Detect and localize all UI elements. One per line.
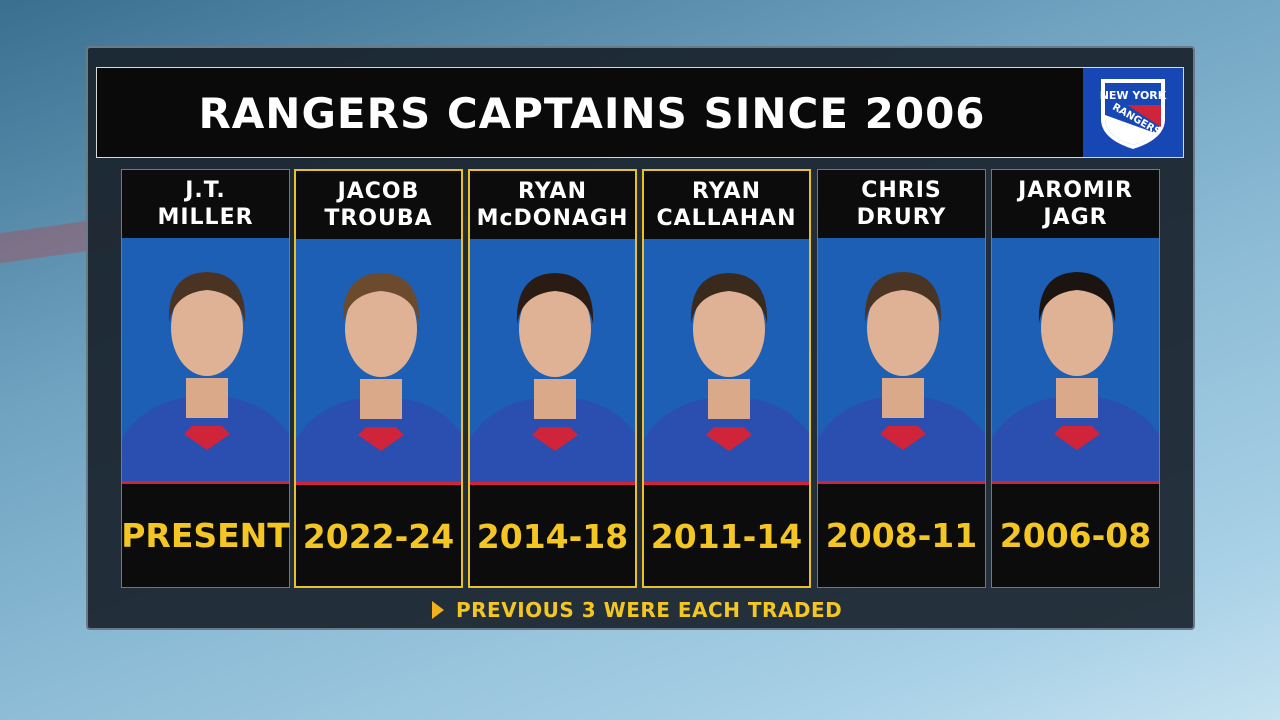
captain-last-name: CALLAHAN [656,206,797,231]
title-bar: RANGERS CAPTAINS SINCE 2006 NEW YORK RAN… [96,67,1184,158]
captain-name: JACOB TROUBA [296,171,461,239]
footnote: PREVIOUS 3 WERE EACH TRADED [432,598,842,622]
captain-first-name: J.T. [185,178,226,203]
captain-first-name: RYAN [517,179,587,204]
captain-first-name: JACOB [337,179,420,204]
captain-years: 2011-14 [650,517,803,556]
captain-card: RYAN McDONAGH 2014-18 [468,169,637,588]
footnote-text: PREVIOUS 3 WERE EACH TRADED [456,598,843,622]
captain-last-name: DRURY [856,205,947,230]
captain-photo [122,238,289,484]
captain-years: 2014-18 [476,517,629,556]
captain-years: 2022-24 [302,517,455,556]
captain-name: RYAN CALLAHAN [644,171,809,239]
captain-card: CHRIS DRURY 2008-11 [817,169,986,588]
captain-last-name: McDONAGH [476,206,629,231]
rangers-logo: NEW YORK RANGERS [1083,68,1183,157]
captain-last-name: MILLER [157,205,254,230]
captain-first-name: CHRIS [861,178,942,203]
captain-photo [818,238,985,484]
captain-card: J.T. MILLER PRESENT [121,169,290,588]
captain-card: RYAN CALLAHAN 2011-14 [642,169,811,588]
captain-years: 2006-08 [999,516,1152,555]
captain-photo [992,238,1159,484]
captain-card: JAROMIR JAGR 2006-08 [991,169,1160,588]
captain-name: CHRIS DRURY [818,170,985,238]
captain-first-name: JAROMIR [1018,178,1133,203]
captain-name: J.T. MILLER [122,170,289,238]
captain-name: RYAN McDONAGH [470,171,635,239]
captain-last-name: JAGR [1043,205,1108,230]
captain-years: 2008-11 [825,516,978,555]
captain-photo [296,239,461,485]
graphic-title: RANGERS CAPTAINS SINCE 2006 [198,89,986,138]
captain-last-name: TROUBA [324,206,433,231]
captain-photo [470,239,635,485]
logo-text-new-york: NEW YORK [1100,89,1167,102]
play-triangle-icon [432,601,444,619]
captain-name: JAROMIR JAGR [992,170,1159,238]
captain-first-name: RYAN [691,179,761,204]
captain-years: PRESENT [121,516,290,555]
captain-card: JACOB TROUBA 2022-24 [294,169,463,588]
captain-photo [644,239,809,485]
